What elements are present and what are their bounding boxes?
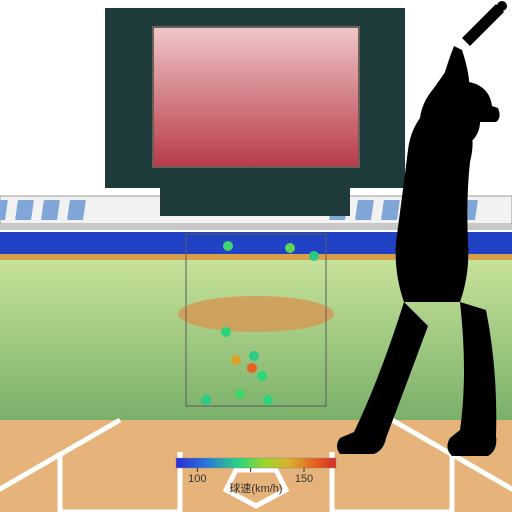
pitch-marker — [235, 389, 245, 399]
stands-slat — [15, 200, 34, 220]
pitch-marker — [231, 355, 241, 365]
pitchers-mound — [178, 296, 334, 332]
pitch-marker — [257, 371, 267, 381]
legend-tick-label: 150 — [295, 473, 313, 485]
legend-label: 球速(km/h) — [229, 481, 282, 495]
legend-bar — [176, 458, 336, 468]
pitch-marker — [223, 241, 233, 251]
pitch-marker — [309, 251, 319, 261]
stands-slat — [381, 200, 400, 220]
pitch-marker — [201, 395, 211, 405]
legend-tick-label: 100 — [188, 473, 206, 485]
pitch-marker — [247, 363, 257, 373]
stands-slat — [67, 200, 86, 220]
stands-slat — [41, 200, 60, 220]
scoreboard-neck — [160, 188, 350, 216]
pitch-chart: 100 150 球速(km/h) — [0, 0, 512, 512]
pitch-marker — [263, 395, 273, 405]
pitch-marker — [285, 243, 295, 253]
pitch-marker — [221, 327, 231, 337]
scoreboard-screen — [153, 27, 359, 167]
stands-slat — [355, 200, 374, 220]
pitch-marker — [249, 351, 259, 361]
